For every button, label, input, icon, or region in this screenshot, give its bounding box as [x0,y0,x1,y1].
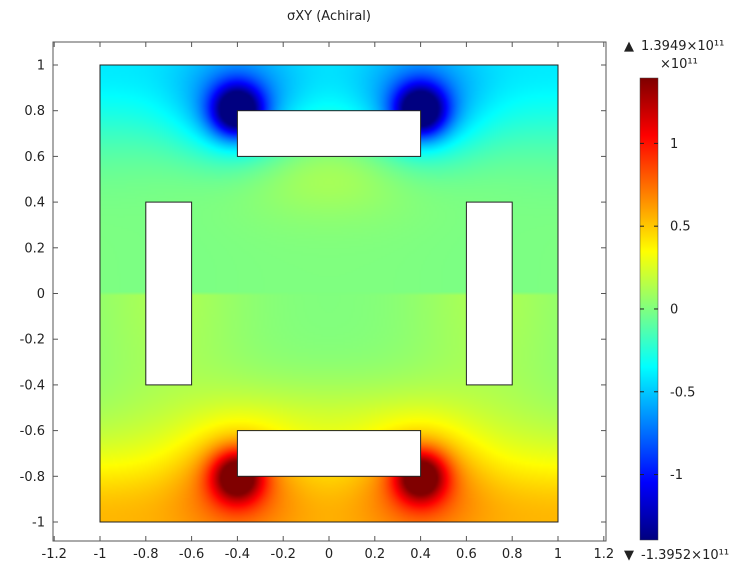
x-tick-label: 0.6 [456,547,477,562]
y-tick-label: 0.8 [24,104,45,119]
domain-outline [99,64,559,523]
hole [145,201,193,386]
colorbar-tick-label: 0.5 [670,220,691,235]
x-tick-label: -0.8 [133,547,158,562]
x-tick-label: 0.2 [364,547,385,562]
x-tick-label: 0.4 [410,547,431,562]
chart-title: σXY (Achiral) [287,9,371,24]
x-tick-label: -1 [94,547,107,562]
x-tick-label: -0.2 [271,547,296,562]
x-tick-label: 1.2 [593,547,614,562]
x-tick-label: 1 [554,547,562,562]
y-tick-label: -0.8 [20,470,45,485]
y-tick-label: -0.4 [20,378,45,393]
colorbar-min-label: -1.3952×10¹¹ [641,548,729,563]
x-tick-label: 0.8 [502,547,523,562]
hole [465,201,513,386]
y-tick-label: 0.6 [24,150,45,165]
x-tick-label: -1.2 [42,547,67,562]
colorbar-tick-label: -0.5 [670,385,695,400]
colorbar-tick-label: -1 [670,468,683,483]
x-tick-label: 0 [325,547,333,562]
x-tick-label: -0.6 [179,547,204,562]
colorbar-max-label: 1.3949×10¹¹ [641,39,724,54]
holes-layer [145,110,513,477]
colorbar-tick-label: 0 [670,302,678,317]
x-tick-label: -0.4 [225,547,250,562]
colorbar-max-marker: ▲ [624,39,634,54]
y-tick-label: -0.2 [20,333,45,348]
y-tick-label: 0.4 [24,196,45,211]
colorbar-tick-label: 1 [670,137,678,152]
y-tick-label: -1 [32,516,45,531]
colorbar-ticks: 1 0.5 0 -0.5 -1 [640,137,695,483]
colorbar-min-marker: ▼ [624,548,634,563]
y-tick-label: 0 [37,287,45,302]
hole [236,430,422,477]
y-tick-label: -0.6 [20,424,45,439]
colorbar: 1 0.5 0 -0.5 -1 ▲ 1.3949×10¹¹ ×10¹¹ ▼ -1.395… [624,39,729,563]
x-axis: -1.2 -1 -0.8 -0.6 -0.4 -0.2 0 0.2 0.4 0.6 0.8 1 1.2 [42,42,614,562]
colorbar-scale-label: ×10¹¹ [660,57,698,72]
hole [236,110,422,157]
y-axis: 1 0.8 0.6 0.4 0.2 0 -0.2 -0.4 -0.6 -0.8 -1 [20,59,606,531]
y-tick-label: 0.2 [24,241,45,256]
y-tick-label: 1 [37,59,45,74]
